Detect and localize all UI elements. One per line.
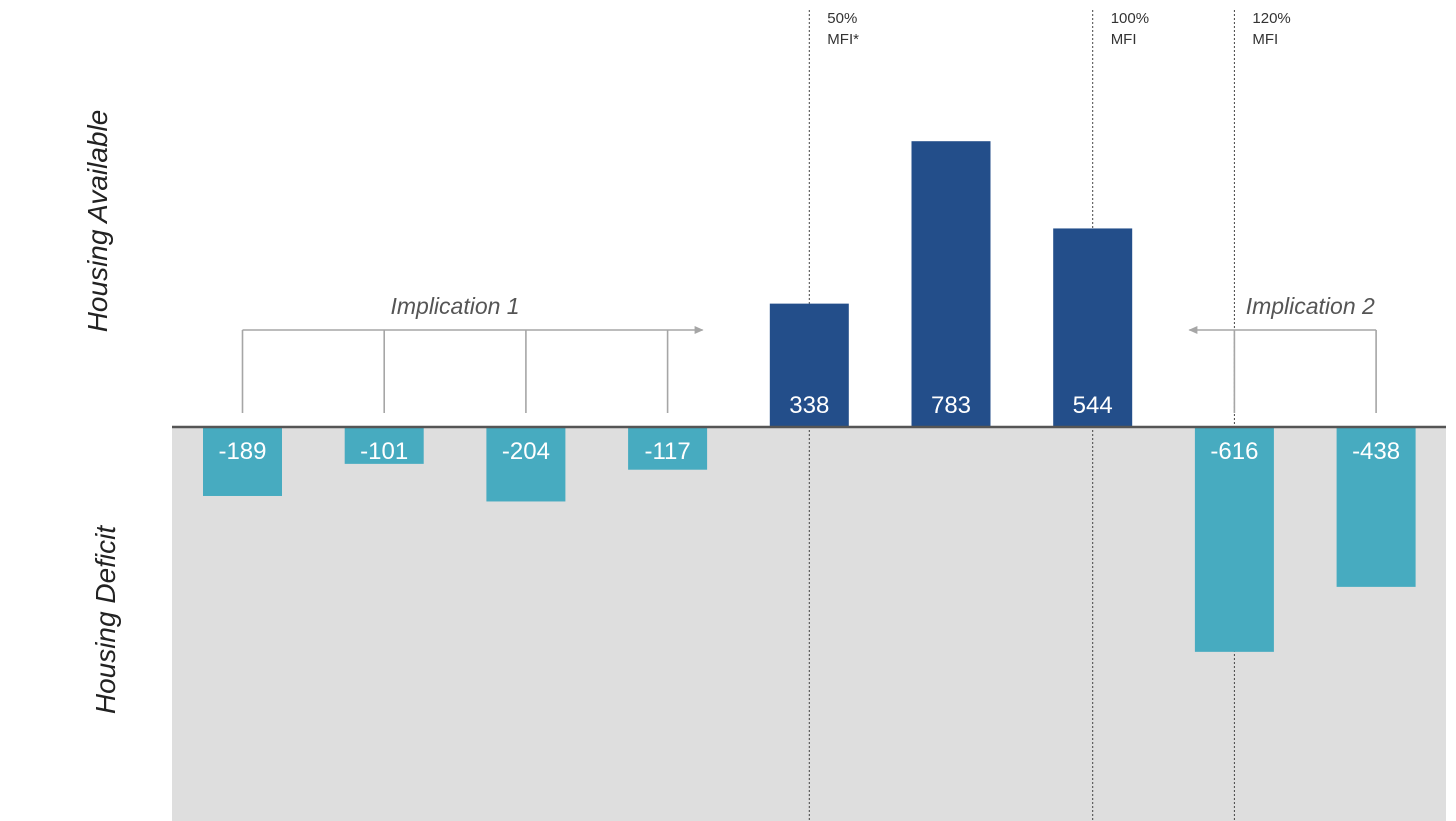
- bar-value-label-2: -101: [360, 438, 408, 465]
- bar-value-label-4: -117: [644, 438, 690, 465]
- bar-value-label-5: 338: [789, 392, 829, 419]
- bar-4: [628, 427, 708, 470]
- implication-bracket-2: [1188, 326, 1377, 413]
- bar-7: [1053, 228, 1133, 427]
- bar-value-label-9: -438: [1352, 438, 1400, 465]
- bar-9: [1336, 427, 1416, 587]
- implication-label-1: Implication 1: [390, 293, 520, 319]
- bar-value-label-7: 544: [1073, 392, 1113, 419]
- implication-label-2: Implication 2: [1245, 293, 1375, 319]
- bar-value-label-3: -204: [502, 438, 550, 465]
- implication-bracket-1: [241, 326, 704, 413]
- bar-value-label-8: -616: [1210, 438, 1258, 465]
- bar-3: [486, 427, 566, 502]
- bar-5: [769, 303, 849, 427]
- reference-line-label-3: 120% MFI: [1252, 10, 1291, 48]
- bar-1: [203, 427, 282, 496]
- bar-6: [911, 141, 991, 427]
- bar-value-label-6: 783: [931, 392, 971, 419]
- reference-line-label-1: 50% MFI*: [827, 10, 859, 48]
- bar-value-label-1: -189: [218, 438, 266, 465]
- bar-8: [1194, 427, 1274, 652]
- bar-2: [344, 427, 424, 464]
- reference-line-label-2: 100% MFI: [1110, 10, 1150, 48]
